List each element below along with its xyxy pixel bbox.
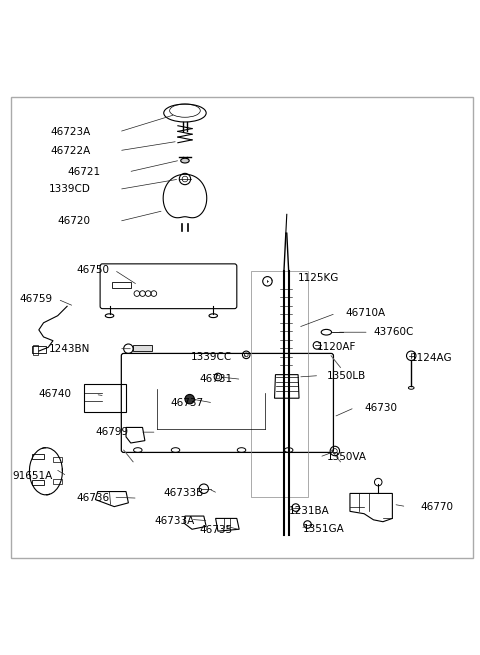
Text: 46730: 46730	[364, 403, 397, 413]
FancyBboxPatch shape	[100, 264, 237, 309]
Text: 46740: 46740	[39, 390, 72, 400]
Text: 46735: 46735	[199, 525, 232, 535]
FancyBboxPatch shape	[121, 354, 334, 453]
Text: 46750: 46750	[76, 265, 109, 275]
Text: 46722A: 46722A	[50, 145, 91, 156]
Text: 1243BN: 1243BN	[49, 344, 91, 354]
Text: 46770: 46770	[420, 502, 454, 512]
Text: 46733B: 46733B	[164, 489, 204, 498]
Text: 46759: 46759	[20, 294, 53, 304]
Text: 46710A: 46710A	[345, 309, 385, 318]
Text: 1120AF: 1120AF	[317, 343, 356, 352]
Text: 46737: 46737	[171, 398, 204, 408]
Text: 46799: 46799	[95, 427, 128, 437]
Text: 1350LB: 1350LB	[326, 371, 366, 381]
Text: 46721: 46721	[67, 167, 100, 177]
Text: 91651A: 91651A	[12, 471, 53, 481]
Text: 1231BA: 1231BA	[288, 506, 329, 516]
Text: 1339CD: 1339CD	[49, 184, 91, 195]
Text: 1125KG: 1125KG	[298, 273, 339, 283]
Text: 46720: 46720	[58, 216, 91, 227]
Text: 1339CC: 1339CC	[191, 352, 232, 362]
Text: 46723A: 46723A	[50, 127, 91, 137]
Text: 46731: 46731	[199, 375, 232, 384]
Text: 46733A: 46733A	[154, 515, 194, 526]
Text: 46736: 46736	[76, 493, 109, 503]
Text: 1351GA: 1351GA	[303, 524, 345, 534]
Text: 1350VA: 1350VA	[326, 452, 366, 462]
Text: 43760C: 43760C	[373, 328, 414, 337]
Ellipse shape	[180, 159, 189, 163]
Text: 1124AG: 1124AG	[411, 353, 453, 363]
Circle shape	[185, 394, 194, 404]
FancyBboxPatch shape	[133, 345, 152, 351]
